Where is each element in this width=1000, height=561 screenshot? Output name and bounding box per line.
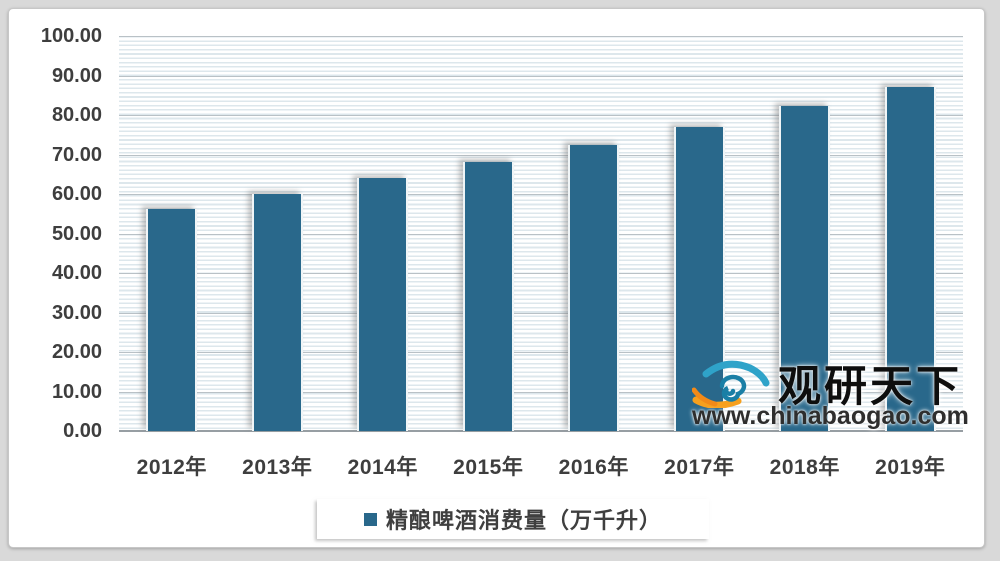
y-axis-tick-label: 50.00 [51,222,102,245]
legend-square-icon [363,512,377,526]
y-axis-tick-label: 100.00 [40,25,102,47]
x-axis-line [119,430,963,432]
y-axis-tick-label: 20.00 [51,341,102,363]
y-axis-tick-label: 60.00 [51,183,102,205]
y-axis-tick-label: 70.00 [51,143,102,166]
gridline [119,233,963,235]
gridline [119,194,963,195]
bar-2013 [251,194,303,431]
x-axis-label-2018: 2018年 [769,456,840,479]
legend-label: 精酿啤酒消费量（万千升） [385,508,662,533]
gridline [119,273,963,274]
bar-2014 [357,178,409,431]
y-axis-tick-label: 80.00 [51,104,102,126]
gridline [119,352,963,353]
x-axis-label-2013: 2013年 [242,456,313,479]
gridline [119,312,963,314]
watermark-brand: 观研天下 [778,363,962,411]
y-axis-tick-label: 90.00 [51,64,102,87]
x-axis-label-2016: 2016年 [558,456,629,479]
y-axis-tick-label: 0.00 [63,420,102,442]
gridline [119,115,963,116]
eye-swirl-logo-icon [692,360,770,408]
y-axis-tick-label: 30.00 [51,301,102,324]
watermark: 观研天下 www.chinabaogao.com [688,350,969,438]
legend: 精酿啤酒消费量（万千升） [317,499,709,539]
x-axis-label-2019: 2019年 [875,456,946,479]
gridline [119,36,963,37]
bar-2012 [146,209,198,431]
watermark-url: www.chinabaogao.com [692,402,969,430]
gridline [119,154,963,156]
x-axis-label-2017: 2017年 [664,456,735,479]
bar-2015 [462,162,514,431]
x-axis-label-2014: 2014年 [347,456,418,479]
gridline [119,391,963,393]
y-axis-tick-label: 10.00 [51,380,102,403]
bar-2019 [884,87,936,431]
y-axis-tick-label: 40.00 [51,262,102,284]
bar-2017 [673,126,725,431]
bar-2018 [779,105,831,431]
x-axis-label-2015: 2015年 [453,456,524,479]
x-axis-label-2012: 2012年 [136,456,207,479]
bar-2016 [568,145,620,431]
gridline [119,75,963,77]
